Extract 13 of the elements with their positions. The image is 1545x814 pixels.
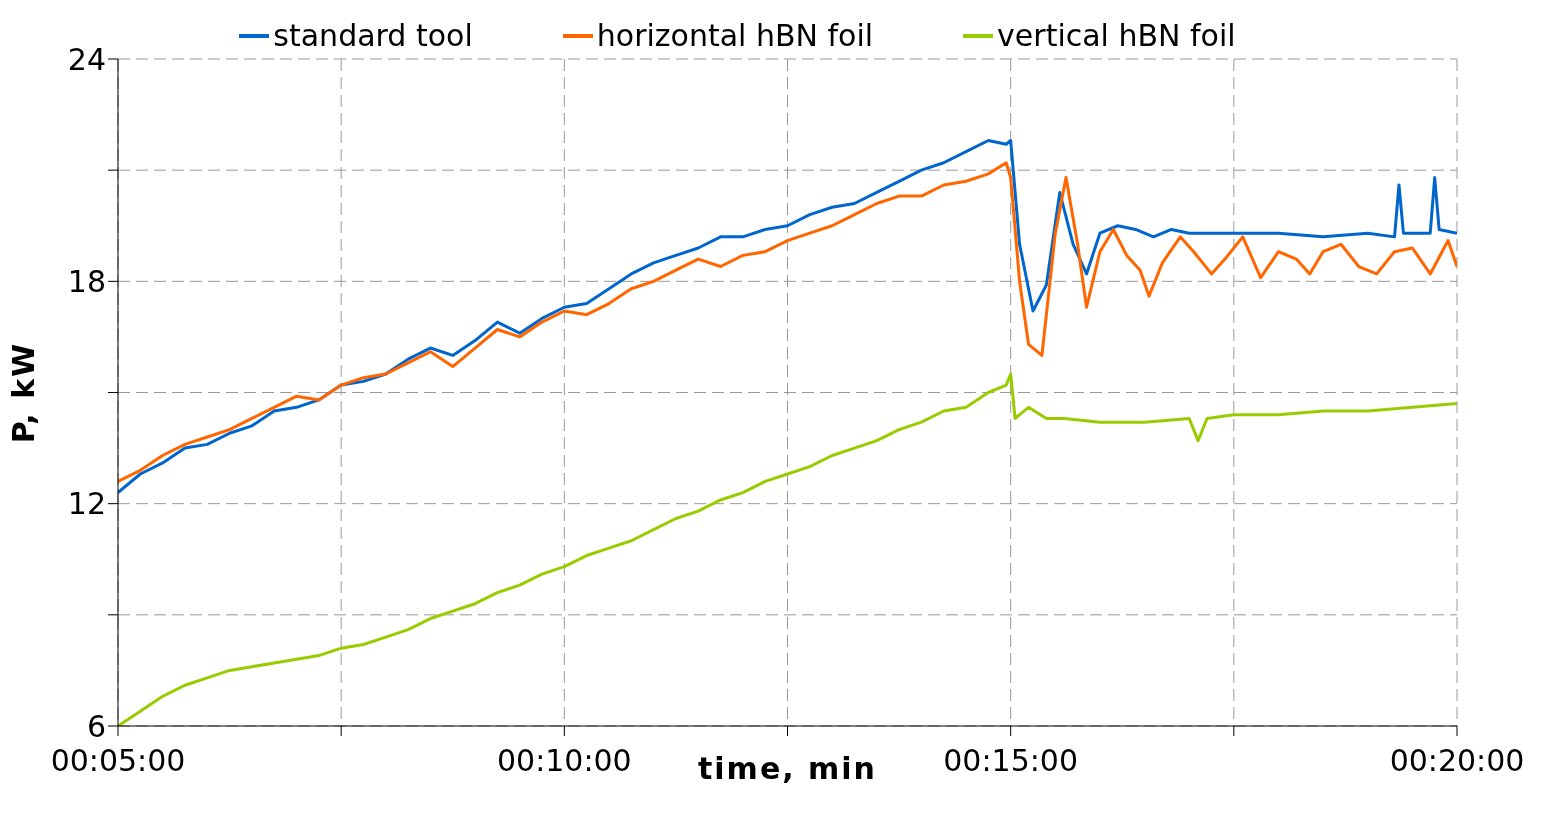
x-tick-label: 00:15:00 [943,743,1079,779]
y-tick-label: 18 [67,263,106,299]
y-tick-label: 12 [67,486,106,522]
legend-label: horizontal hBN foil [595,18,874,53]
x-tick-label: 00:20:00 [1389,743,1525,779]
y-axis-title: P, kW [5,341,41,444]
y-tick-label: 6 [86,708,106,744]
x-tick-label: 00:10:00 [496,743,632,779]
legend-label: vertical hBN foil [996,18,1236,53]
x-tick-label: 00:05:00 [50,743,186,779]
legend-label: standard tool [272,18,473,53]
x-axis-title: time, min [698,751,877,787]
y-tick-label: 24 [67,41,106,77]
